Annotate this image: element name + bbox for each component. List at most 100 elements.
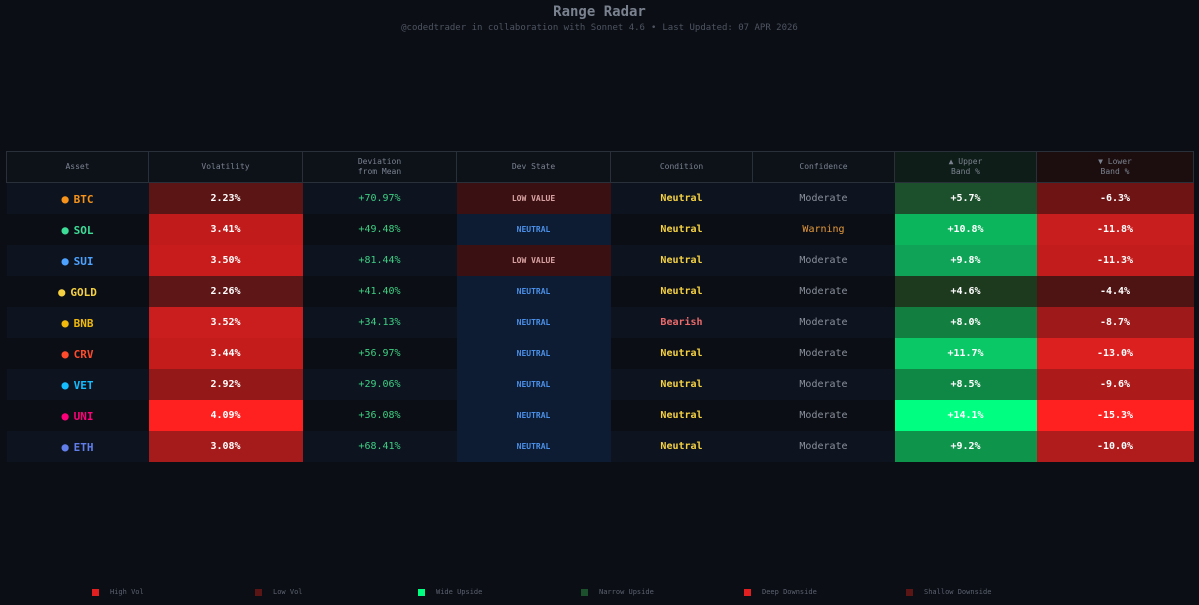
legend-label: Shallow Downside xyxy=(924,588,992,596)
asset-symbol: SOL xyxy=(73,223,94,237)
legend-label: High Vol xyxy=(110,588,144,596)
upper-band-cell: +5.7% xyxy=(894,182,1037,214)
upper-band-cell: +8.5% xyxy=(894,369,1037,400)
volatility-cell: 3.44% xyxy=(148,338,303,369)
volatility-cell: 2.23% xyxy=(148,182,303,214)
legend-item: Low Vol xyxy=(255,588,303,596)
dev-state-cell: NEUTRAL xyxy=(456,338,611,369)
legend-item: Deep Downside xyxy=(744,588,817,596)
col-header-condition[interactable]: Condition xyxy=(610,151,753,183)
table-row[interactable]: ● ETH 3.08% +68.41% NEUTRAL Neutral Moderate +9… xyxy=(6,431,1194,462)
confidence-cell: Moderate xyxy=(752,369,895,400)
volatility-cell: 4.09% xyxy=(148,400,303,431)
legend-swatch-icon xyxy=(744,588,751,596)
page-title: Range Radar xyxy=(553,4,646,20)
confidence-cell: Moderate xyxy=(752,431,895,462)
col-header-volatility[interactable]: Volatility xyxy=(148,151,303,183)
deviation-cell: +81.44% xyxy=(302,245,457,276)
asset-symbol: SUI xyxy=(73,254,94,268)
lower-band-cell: -15.3% xyxy=(1036,400,1194,431)
legend-item: Wide Upside xyxy=(418,588,482,596)
table-row[interactable]: ● SOL 3.41% +49.48% NEUTRAL Neutral Warning +10… xyxy=(6,214,1194,245)
table-row[interactable]: ● UNI 4.09% +36.08% NEUTRAL Neutral Moderate +1… xyxy=(6,400,1194,431)
deviation-cell: +36.08% xyxy=(302,400,457,431)
asset-cell: ● ETH xyxy=(6,431,149,462)
table-row[interactable]: ● VET 2.92% +29.06% NEUTRAL Neutral Moderate +8… xyxy=(6,369,1194,400)
condition-cell: Neutral xyxy=(610,400,753,431)
asset-dot-icon: ● xyxy=(61,253,69,268)
col-header-dev-state[interactable]: Dev State xyxy=(456,151,611,183)
col-header-asset[interactable]: Asset xyxy=(6,151,149,183)
confidence-cell: Moderate xyxy=(752,400,895,431)
dev-state-cell: LOW VALUE xyxy=(456,182,611,214)
asset-cell: ● BTC xyxy=(6,182,149,214)
asset-cell: ● SUI xyxy=(6,245,149,276)
asset-symbol: ETH xyxy=(73,440,94,454)
deviation-cell: +34.13% xyxy=(302,307,457,338)
volatility-cell: 3.08% xyxy=(148,431,303,462)
volatility-cell: 3.41% xyxy=(148,214,303,245)
lower-band-cell: -4.4% xyxy=(1036,276,1194,307)
confidence-cell: Moderate xyxy=(752,338,895,369)
col-header-deviation[interactable]: Deviation from Mean xyxy=(302,151,457,183)
table-row[interactable]: ● CRV 3.44% +56.97% NEUTRAL Neutral Moderate +1… xyxy=(6,338,1194,369)
lower-band-cell: -9.6% xyxy=(1036,369,1194,400)
condition-cell: Neutral xyxy=(610,431,753,462)
condition-cell: Bearish xyxy=(610,307,753,338)
asset-cell: ● BNB xyxy=(6,307,149,338)
asset-cell: ● SOL xyxy=(6,214,149,245)
table-body: ● BTC 2.23% +70.97% LOW VALUE Neutral Moderate… xyxy=(6,182,1194,462)
dev-state-cell: NEUTRAL xyxy=(456,431,611,462)
asset-symbol: VET xyxy=(73,378,94,392)
asset-dot-icon: ● xyxy=(61,222,69,237)
condition-cell: Neutral xyxy=(610,182,753,214)
col-header-upper-line1: ▲ Upper xyxy=(948,157,983,166)
legend-label: Narrow Upside xyxy=(599,588,654,596)
legend-label: Low Vol xyxy=(273,588,303,596)
volatility-cell: 3.50% xyxy=(148,245,303,276)
upper-band-cell: +10.8% xyxy=(894,214,1037,245)
deviation-cell: +41.40% xyxy=(302,276,457,307)
col-header-deviation-line2: from Mean xyxy=(357,167,402,176)
table-row[interactable]: ● SUI 3.50% +81.44% LOW VALUE Neutral Moderate… xyxy=(6,245,1194,276)
table-row[interactable]: ● BNB 3.52% +34.13% NEUTRAL Bearish Moderate +8… xyxy=(6,307,1194,338)
asset-dot-icon: ● xyxy=(61,439,69,454)
condition-cell: Neutral xyxy=(610,369,753,400)
upper-band-cell: +11.7% xyxy=(894,338,1037,369)
asset-dot-icon: ● xyxy=(61,346,69,361)
dev-state-cell: NEUTRAL xyxy=(456,307,611,338)
volatility-cell: 2.26% xyxy=(148,276,303,307)
asset-dot-icon: ● xyxy=(61,315,69,330)
legend: High Vol Low Vol Wide Upside Narrow Upside D… xyxy=(0,588,1199,602)
col-header-lower-band[interactable]: ▼ Lower Band % xyxy=(1036,151,1194,183)
confidence-cell: Warning xyxy=(752,214,895,245)
asset-dot-icon: ● xyxy=(58,284,66,299)
lower-band-cell: -10.0% xyxy=(1036,431,1194,462)
lower-band-cell: -6.3% xyxy=(1036,182,1194,214)
asset-symbol: BNB xyxy=(73,316,94,330)
table-row[interactable]: ● GOLD 2.26% +41.40% NEUTRAL Neutral Moderate +… xyxy=(6,276,1194,307)
table-row[interactable]: ● BTC 2.23% +70.97% LOW VALUE Neutral Moderate… xyxy=(6,182,1194,214)
upper-band-cell: +4.6% xyxy=(894,276,1037,307)
asset-symbol: GOLD xyxy=(70,285,97,299)
deviation-cell: +56.97% xyxy=(302,338,457,369)
col-header-upper-band[interactable]: ▲ Upper Band % xyxy=(894,151,1037,183)
legend-swatch-icon xyxy=(92,588,99,596)
legend-label: Wide Upside xyxy=(436,588,483,596)
lower-band-cell: -11.8% xyxy=(1036,214,1194,245)
legend-item: Narrow Upside xyxy=(581,588,654,596)
asset-cell: ● CRV xyxy=(6,338,149,369)
col-header-confidence[interactable]: Confidence xyxy=(752,151,895,183)
legend-swatch-icon xyxy=(255,588,262,596)
upper-band-cell: +8.0% xyxy=(894,307,1037,338)
range-table: Asset Volatility Deviation from Mean Dev … xyxy=(6,151,1194,462)
upper-band-cell: +9.2% xyxy=(894,431,1037,462)
col-header-upper-line2: Band % xyxy=(951,167,980,176)
deviation-cell: +49.48% xyxy=(302,214,457,245)
condition-cell: Neutral xyxy=(610,245,753,276)
legend-swatch-icon xyxy=(906,588,913,596)
col-header-lower-line2: Band % xyxy=(1100,167,1130,176)
legend-item: High Vol xyxy=(92,588,144,596)
page-subtitle: @codedtrader in collaboration with Sonne… xyxy=(0,23,1199,33)
dev-state-cell: NEUTRAL xyxy=(456,400,611,431)
